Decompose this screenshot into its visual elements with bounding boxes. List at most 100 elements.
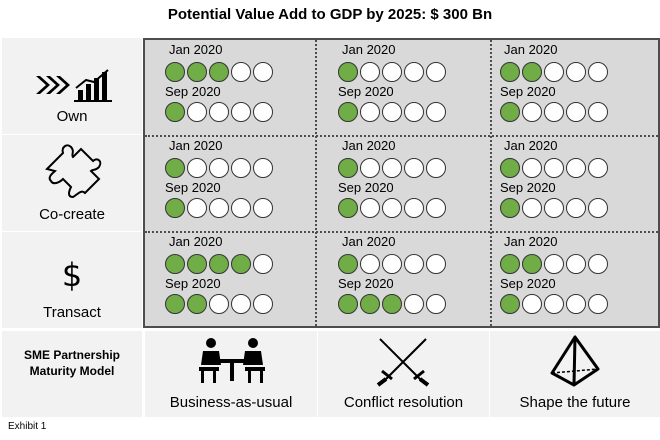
period-label: Sep 2020 [338, 84, 394, 99]
maturity-dot-empty [544, 62, 564, 82]
maturity-dot-empty [426, 158, 446, 178]
maturity-dot-empty [566, 198, 586, 218]
period-label: Sep 2020 [500, 84, 556, 99]
maturity-dots [500, 294, 608, 314]
period-label: Sep 2020 [338, 276, 394, 291]
maturity-dot-filled [187, 62, 207, 82]
maturity-dot-empty [544, 294, 564, 314]
maturity-dot-empty [253, 102, 273, 122]
maturity-dot-empty [426, 254, 446, 274]
maturity-dot-empty [253, 294, 273, 314]
period-label: Jan 2020 [504, 42, 558, 57]
model-label: SME Partnership Maturity Model [23, 348, 121, 378]
maturity-dot-empty [360, 62, 380, 82]
puzzle-piece-icon [45, 144, 102, 199]
crossed-swords-icon [376, 338, 430, 387]
maturity-dot-filled [500, 198, 520, 218]
period-label: Sep 2020 [500, 180, 556, 195]
maturity-dots [338, 62, 446, 82]
maturity-dot-filled [500, 254, 520, 274]
maturity-dot-empty [382, 62, 402, 82]
maturity-dot-filled [165, 198, 185, 218]
period-label: Jan 2020 [342, 42, 396, 57]
maturity-dot-empty [253, 254, 273, 274]
maturity-grid: Jan 2020 Sep 2020 Jan 2020 Sep 2020 Jan 2020… [143, 38, 660, 328]
period-label: Jan 2020 [169, 138, 223, 153]
maturity-dot-filled [338, 102, 358, 122]
maturity-dot-empty [404, 198, 424, 218]
maturity-dot-filled [522, 254, 542, 274]
maturity-dot-filled [165, 294, 185, 314]
maturity-dot-empty [426, 102, 446, 122]
period-label: Sep 2020 [500, 276, 556, 291]
maturity-dots [500, 102, 608, 122]
maturity-dot-filled [209, 62, 229, 82]
maturity-dot-empty [544, 102, 564, 122]
maturity-dot-empty [382, 158, 402, 178]
maturity-dot-empty [588, 62, 608, 82]
maturity-dots [500, 62, 608, 82]
maturity-dot-empty [404, 254, 424, 274]
maturity-dots [165, 198, 273, 218]
maturity-dot-empty [209, 198, 229, 218]
period-label: Jan 2020 [169, 234, 223, 249]
dollar-sign-icon: $ [62, 256, 82, 294]
maturity-dot-empty [209, 294, 229, 314]
chart-title: Potential Value Add to GDP by 2025: $ 30… [167, 6, 493, 23]
stage-label: Conflict resolution [343, 394, 464, 411]
maturity-dot-empty [253, 158, 273, 178]
maturity-dot-empty [588, 198, 608, 218]
period-label: Sep 2020 [338, 180, 394, 195]
period-label: Jan 2020 [504, 234, 558, 249]
maturity-dot-empty [360, 198, 380, 218]
maturity-dot-filled [231, 254, 251, 274]
period-label: Sep 2020 [165, 84, 221, 99]
maturity-dot-empty [544, 198, 564, 218]
row-label-transact: $ Transact [2, 232, 142, 329]
maturity-dot-empty [404, 62, 424, 82]
maturity-dot-empty [209, 158, 229, 178]
maturity-dot-empty [404, 158, 424, 178]
maturity-dot-filled [338, 294, 358, 314]
maturity-dot-filled [165, 102, 185, 122]
maturity-dots [165, 62, 273, 82]
stage-label: Business-as-usual [169, 394, 293, 411]
maturity-dots [338, 254, 446, 274]
maturity-dot-empty [566, 254, 586, 274]
pyramid-icon [550, 335, 600, 387]
period-label: Jan 2020 [342, 234, 396, 249]
maturity-dot-empty [426, 198, 446, 218]
maturity-dot-empty [588, 158, 608, 178]
row-label-text: Co-create [39, 206, 105, 223]
maturity-dot-empty [588, 254, 608, 274]
footnote: Exhibit 1 [8, 421, 47, 432]
maturity-dot-empty [360, 158, 380, 178]
row-label-text: Own [56, 108, 88, 125]
maturity-dot-empty [187, 198, 207, 218]
maturity-dots [338, 158, 446, 178]
maturity-matrix: Own Co-create $ Transact Jan 2020 Sep 202… [2, 38, 660, 329]
maturity-dot-empty [404, 294, 424, 314]
maturity-dot-empty [209, 102, 229, 122]
row-label-text: Transact [43, 304, 101, 321]
maturity-dot-filled [165, 254, 185, 274]
maturity-dot-empty [566, 102, 586, 122]
maturity-dot-filled [209, 254, 229, 274]
period-label: Jan 2020 [169, 42, 223, 57]
maturity-dot-empty [544, 158, 564, 178]
maturity-dot-empty [360, 102, 380, 122]
maturity-dot-empty [231, 198, 251, 218]
stage-label: Shape the future [519, 394, 631, 411]
maturity-dot-empty [566, 158, 586, 178]
maturity-dot-empty [231, 158, 251, 178]
maturity-dot-filled [500, 294, 520, 314]
maturity-dot-filled [187, 294, 207, 314]
maturity-dot-empty [253, 198, 273, 218]
maturity-dot-empty [544, 254, 564, 274]
stage-shape-the-future: Shape the future [490, 331, 660, 417]
maturity-dot-empty [382, 102, 402, 122]
maturity-dots [338, 102, 446, 122]
maturity-dots [165, 294, 273, 314]
maturity-dot-filled [500, 158, 520, 178]
maturity-dot-empty [426, 62, 446, 82]
